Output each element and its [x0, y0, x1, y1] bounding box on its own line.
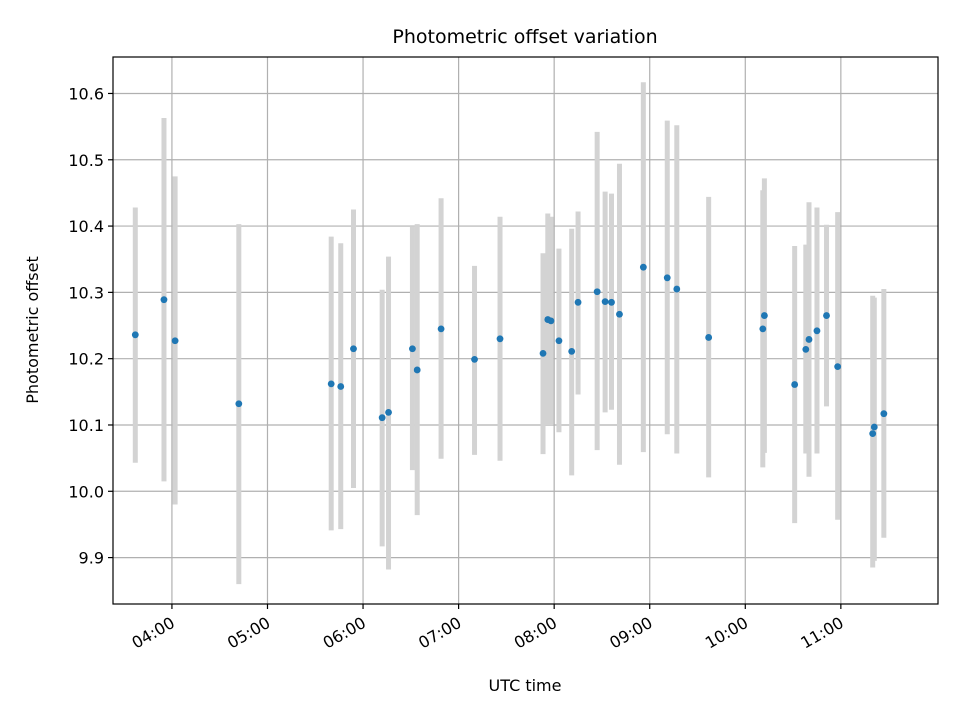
y-axis-label: Photometric offset [23, 256, 42, 404]
y-tick-label: 10.4 [68, 217, 104, 236]
data-point [870, 423, 878, 431]
data-point [350, 345, 357, 353]
data-points [131, 263, 888, 438]
y-axis-ticks: 9.9 10.0 10.1 10.2 10.3 10.4 10.5 10.6 [68, 84, 113, 568]
data-point [663, 274, 671, 282]
data-point [413, 366, 421, 374]
data-point [834, 363, 842, 371]
data-point [327, 380, 335, 388]
data-point [378, 414, 386, 422]
data-point [471, 355, 478, 363]
y-tick-label: 10.3 [68, 283, 104, 302]
y-tick-label: 10.0 [68, 482, 104, 501]
data-point [171, 337, 179, 345]
data-point [539, 349, 547, 357]
data-point [574, 298, 582, 306]
data-point [760, 312, 768, 319]
data-point [869, 430, 877, 438]
data-point [131, 331, 139, 339]
data-point [385, 408, 392, 416]
data-point [555, 337, 563, 345]
data-point [235, 400, 243, 408]
grid [113, 57, 938, 604]
y-tick-label: 9.9 [79, 549, 104, 568]
data-point [802, 345, 810, 353]
data-point [608, 298, 615, 306]
data-point [568, 347, 576, 355]
chart-title: Photometric offset variation [392, 26, 657, 48]
data-point [616, 310, 623, 318]
data-point [791, 381, 799, 388]
data-point [880, 410, 888, 418]
data-point [496, 335, 504, 343]
data-point [759, 325, 767, 333]
x-axis-label: UTC time [489, 676, 562, 695]
data-point [813, 327, 821, 335]
data-point [805, 336, 813, 343]
data-point [593, 288, 601, 296]
y-tick-label: 10.1 [68, 416, 104, 435]
data-point [601, 298, 609, 306]
data-point [337, 383, 345, 390]
y-tick-label: 10.5 [68, 151, 104, 170]
data-point [673, 285, 681, 293]
data-point [409, 345, 416, 353]
plot-frame [112, 56, 939, 605]
data-point [547, 317, 555, 325]
data-point [823, 312, 830, 319]
y-tick-label: 10.2 [68, 350, 104, 369]
data-point [705, 334, 713, 341]
data-point [639, 263, 647, 271]
data-point [160, 296, 168, 304]
y-tick-label: 10.6 [68, 84, 104, 103]
data-point [437, 325, 445, 333]
